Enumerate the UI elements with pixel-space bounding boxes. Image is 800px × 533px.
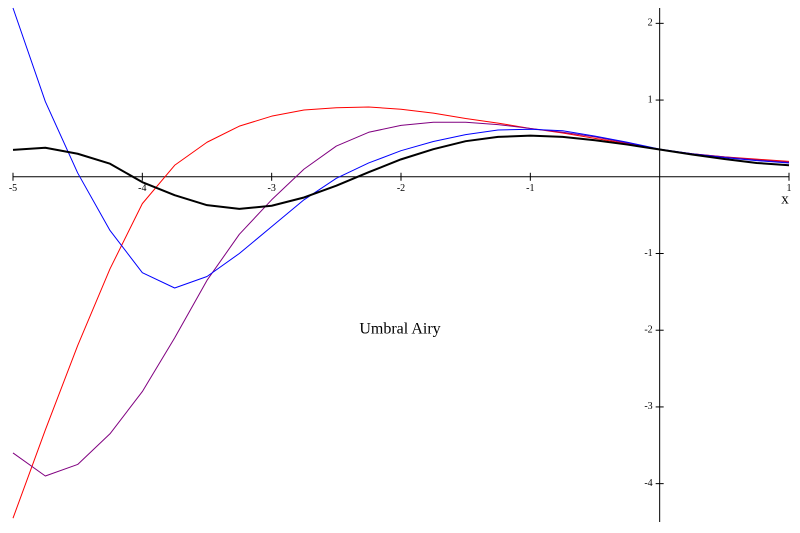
y-tick-label: 2 <box>648 18 653 29</box>
annotation: Umbral Airy <box>359 321 440 338</box>
x-tick-label: -3 <box>267 183 275 194</box>
x-tick-label: -1 <box>526 183 534 194</box>
series-line <box>12 134 790 210</box>
y-tick-label: -3 <box>644 401 652 412</box>
y-tick-label: -2 <box>644 325 652 336</box>
x-tick-label: -4 <box>138 183 146 194</box>
series-line <box>12 7 790 289</box>
y-tick-label: -1 <box>644 248 652 259</box>
x-tick-label: -2 <box>397 183 405 194</box>
y-tick-label: -4 <box>644 478 652 489</box>
x-tick-label: -5 <box>9 183 17 194</box>
x-axis-label: x <box>781 191 789 207</box>
y-tick-label: 1 <box>648 94 653 105</box>
series-line <box>12 106 790 519</box>
x-tick-label: 1 <box>787 183 792 194</box>
